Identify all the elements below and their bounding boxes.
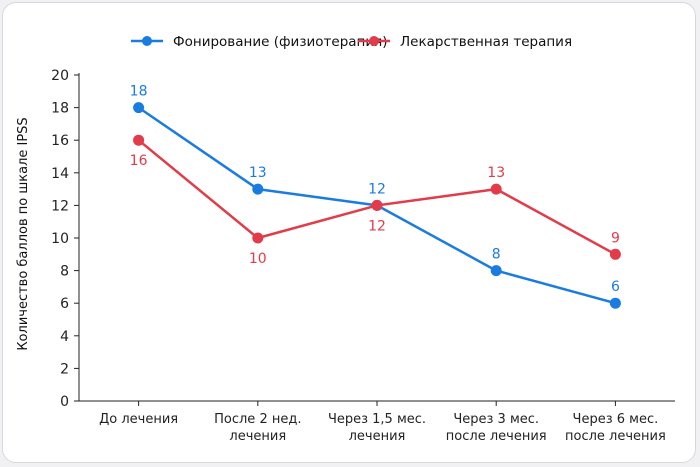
x-tick-label-line: После 2 нед. xyxy=(214,412,301,427)
y-tick-label: 2 xyxy=(60,361,69,377)
x-tick-label-line: Через 6 мес. xyxy=(573,412,659,427)
data-label: 12 xyxy=(368,218,386,234)
legend-label: Фонирование (физиотерапия) xyxy=(173,34,388,50)
data-point xyxy=(371,199,383,211)
data-point xyxy=(609,248,621,260)
data-point xyxy=(252,183,264,195)
data-label: 9 xyxy=(611,230,620,246)
y-tick-label: 6 xyxy=(60,296,69,312)
data-label: 8 xyxy=(492,247,501,263)
y-tick-label: 8 xyxy=(60,264,69,280)
x-tick-label: Через 1,5 мес. лечения xyxy=(328,412,426,444)
data-point xyxy=(133,134,145,146)
y-axis-title: Количество баллов по шкале IPSS xyxy=(16,117,31,350)
data-point xyxy=(133,102,145,114)
chart-card: 0 2 4 6 8 10 12 14 16 18 20 До лечения После 2 нед. л… xyxy=(2,2,696,463)
x-tick-label: Через 3 мес. после лечения xyxy=(446,412,547,444)
data-label: 10 xyxy=(249,251,267,267)
data-label: 6 xyxy=(611,279,620,295)
x-tick-label-line: Через 1,5 мес. xyxy=(328,412,426,427)
data-label: 13 xyxy=(249,165,267,181)
x-tick-label-line: после лечения xyxy=(565,429,666,444)
data-point xyxy=(490,265,502,277)
data-point xyxy=(609,297,621,309)
data-label: 18 xyxy=(130,84,148,100)
line-chart: 0 2 4 6 8 10 12 14 16 18 20 До лечения После 2 нед. л… xyxy=(16,34,675,444)
x-tick-label-line: До лечения xyxy=(99,412,178,427)
y-tick-label: 18 xyxy=(51,101,69,117)
y-tick-label: 0 xyxy=(60,394,69,410)
x-tick-label-line: Через 3 мес. xyxy=(453,412,539,427)
x-tick-label-line: после лечения xyxy=(446,429,547,444)
data-point xyxy=(490,183,502,195)
data-point xyxy=(252,232,264,244)
legend-swatch-marker xyxy=(142,36,152,46)
x-tick-label: До лечения xyxy=(99,412,178,427)
y-tick-label: 10 xyxy=(51,231,69,247)
legend-label: Лекарственная терапия xyxy=(400,34,572,50)
x-tick-label: После 2 нед. лечения xyxy=(214,412,301,444)
x-tick-label-line: лечения xyxy=(229,429,286,444)
data-label: 13 xyxy=(487,165,505,181)
legend-swatch-marker xyxy=(369,36,379,46)
y-tick-label: 12 xyxy=(51,198,69,214)
data-label: 12 xyxy=(368,181,386,197)
data-label: 16 xyxy=(130,153,148,169)
y-tick-label: 16 xyxy=(51,133,69,149)
x-tick-label-line: лечения xyxy=(349,429,406,444)
x-tick-label: Через 6 мес. после лечения xyxy=(565,412,666,444)
y-tick-label: 20 xyxy=(51,68,69,84)
y-tick-label: 14 xyxy=(51,166,69,182)
y-tick-label: 4 xyxy=(60,329,69,345)
